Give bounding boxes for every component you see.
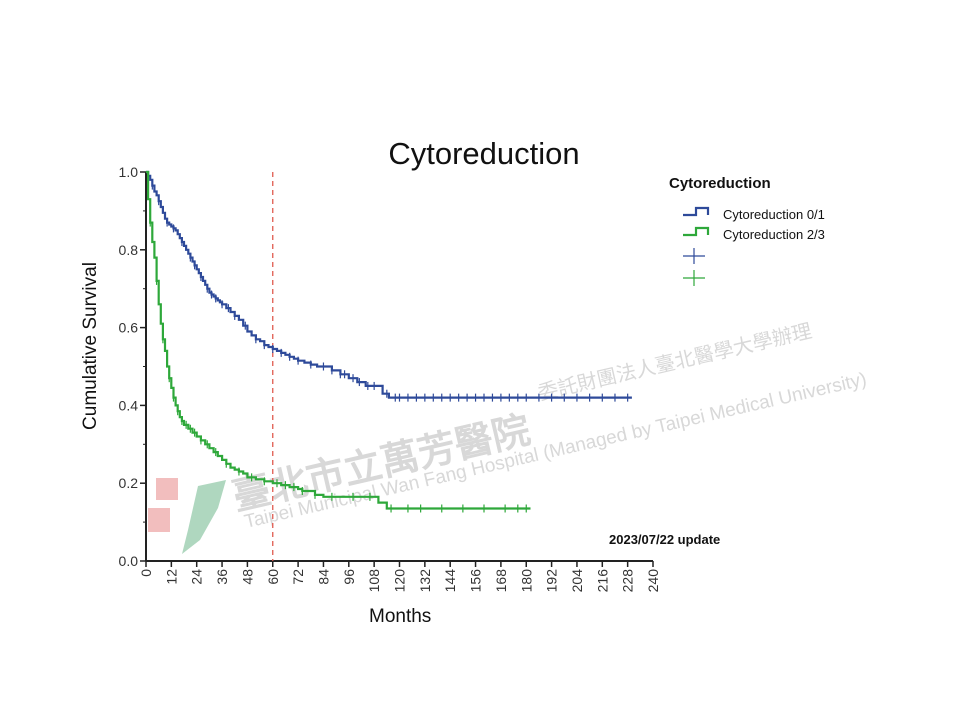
legend-title: Cytoreduction bbox=[669, 175, 771, 192]
logo-red-block bbox=[156, 478, 178, 500]
y-tick-label: 0.8 bbox=[119, 242, 139, 258]
x-tick-label: 96 bbox=[341, 569, 357, 585]
x-tick-label: 0 bbox=[138, 569, 154, 577]
y-tick-label: 0.6 bbox=[119, 320, 139, 336]
legend-swatch-series-2 bbox=[683, 226, 710, 237]
x-tick-label: 156 bbox=[468, 569, 484, 593]
hospital-logo bbox=[148, 478, 226, 554]
x-tick-label: 228 bbox=[620, 569, 636, 593]
y-tick-label: 0.2 bbox=[119, 475, 139, 491]
x-tick-label: 180 bbox=[518, 569, 534, 593]
x-tick-label: 204 bbox=[569, 569, 585, 593]
x-tick-label: 216 bbox=[594, 569, 610, 593]
x-tick-label: 144 bbox=[442, 569, 458, 593]
x-tick-label: 72 bbox=[290, 569, 306, 585]
x-tick-label: 108 bbox=[366, 569, 382, 593]
x-tick-label: 192 bbox=[544, 569, 560, 593]
axes: 0.0 0.2 0.4 0.6 0.8 1.0 0 12 24 36 48 60 72 84 96 108 12… bbox=[119, 164, 661, 592]
x-axis-label: Months bbox=[369, 606, 432, 627]
legend-swatch-series-1 bbox=[683, 206, 710, 217]
series-group bbox=[146, 170, 632, 513]
x-tick-label: 60 bbox=[265, 569, 281, 585]
legend-label-series-2: Cytoreduction 2/3 bbox=[723, 227, 825, 242]
series-line-1 bbox=[146, 170, 632, 399]
x-tick-label: 24 bbox=[189, 569, 205, 585]
chart-title: Cytoreduction bbox=[388, 136, 580, 171]
x-tick-label: 240 bbox=[645, 569, 661, 593]
logo-red-block-2 bbox=[148, 508, 170, 532]
x-tick-label: 120 bbox=[392, 569, 408, 593]
legend-marks bbox=[683, 206, 710, 286]
x-tick-label: 36 bbox=[214, 569, 230, 585]
legend-label-series-1: Cytoreduction 0/1 bbox=[723, 207, 825, 222]
y-tick-label: 0.4 bbox=[119, 397, 139, 413]
x-tick-label: 168 bbox=[493, 569, 509, 593]
x-tick-label: 132 bbox=[417, 569, 433, 593]
y-tick-label: 1.0 bbox=[119, 164, 139, 180]
x-tick-label: 48 bbox=[239, 569, 255, 585]
update-note: 2023/07/22 update bbox=[609, 532, 721, 547]
logo-green-leaf bbox=[182, 480, 226, 554]
x-tick-label: 84 bbox=[315, 569, 331, 585]
x-tick-label: 12 bbox=[163, 569, 179, 585]
y-tick-label: 0.0 bbox=[119, 553, 139, 569]
